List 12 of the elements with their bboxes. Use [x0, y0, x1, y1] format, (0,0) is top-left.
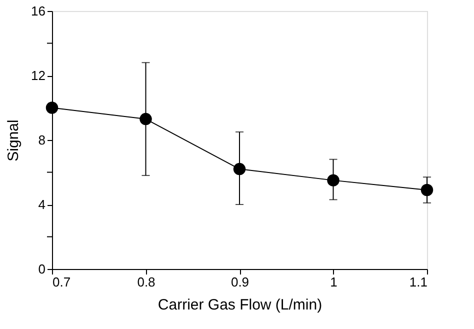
x-tick-label: 1.1 [409, 274, 428, 290]
y-tick-label: 12 [31, 68, 46, 83]
y-tick-label: 8 [38, 132, 46, 148]
x-axis-title: Carrier Gas Flow (L/min) [158, 296, 322, 314]
x-tick-label: 0.7 [52, 274, 71, 290]
y-axis-title: Signal [5, 120, 22, 162]
x-tick-label: 1 [330, 274, 338, 290]
y-tick-label: 0 [38, 262, 46, 276]
y-tick-label: 4 [38, 197, 46, 212]
y-tick-label: 16 [31, 4, 46, 18]
x-tick-label: 0.8 [137, 274, 156, 290]
x-tick-label: 0.9 [230, 274, 250, 290]
